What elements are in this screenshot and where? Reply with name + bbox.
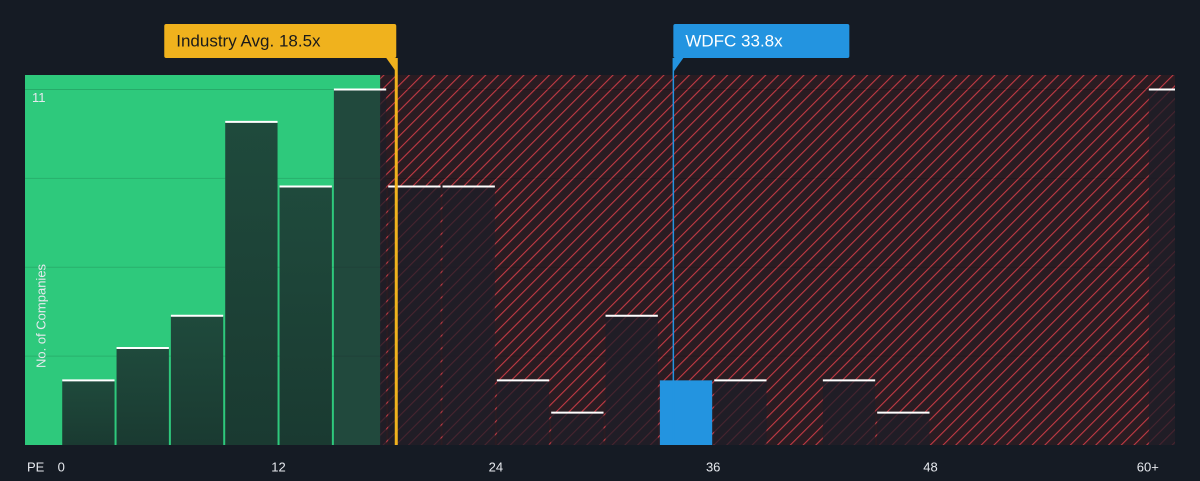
y-tick-label: 11 — [32, 90, 46, 105]
bar — [225, 121, 278, 445]
x-tick-label: 48 — [923, 459, 937, 474]
annotation-label: Industry Avg. 18.5x — [176, 31, 321, 50]
x-tick-label: 36 — [706, 459, 720, 474]
bar — [333, 89, 387, 446]
annotation-pointer — [673, 58, 684, 72]
bars — [62, 88, 1175, 446]
bar — [62, 380, 115, 445]
bar — [442, 186, 495, 445]
bar — [1148, 89, 1175, 446]
bar — [605, 315, 658, 445]
x-tick-label: 12 — [271, 459, 285, 474]
annotation-box — [164, 24, 397, 58]
bar — [877, 412, 930, 445]
y-axis-label: No. of Companies — [33, 263, 48, 368]
annotation-box — [673, 24, 850, 58]
bar — [116, 348, 169, 445]
bar — [659, 380, 713, 445]
x-tick-label: 60+ — [1137, 459, 1159, 474]
x-tick-label: 0 — [58, 459, 65, 474]
annotation-pointer — [386, 58, 397, 72]
bar — [496, 380, 550, 445]
x-axis-label: PE — [27, 459, 45, 474]
annotation-label: WDFC 33.8x — [685, 31, 783, 50]
bar — [714, 380, 767, 445]
bar — [551, 412, 604, 445]
bar — [822, 380, 876, 445]
bar — [170, 315, 224, 445]
bar — [279, 186, 332, 445]
x-tick-label: 24 — [489, 459, 503, 474]
